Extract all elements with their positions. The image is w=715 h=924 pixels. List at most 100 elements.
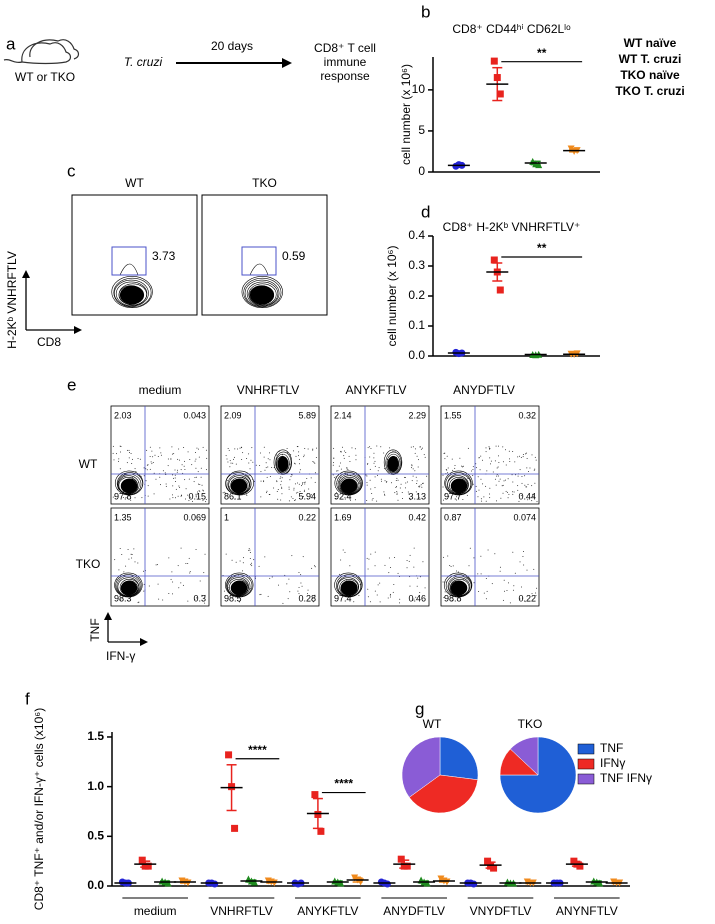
event-dot xyxy=(366,557,368,559)
event-dot xyxy=(175,480,177,482)
event-dot xyxy=(250,459,252,461)
event-dot xyxy=(404,487,406,489)
plot-frame xyxy=(201,194,328,316)
event-dot xyxy=(420,448,422,450)
event-dot xyxy=(304,481,306,483)
event-dot xyxy=(253,559,255,561)
event-dot xyxy=(524,475,526,477)
event-dot xyxy=(120,451,122,453)
event-dot xyxy=(295,455,297,457)
event-dot xyxy=(369,446,371,448)
event-dot xyxy=(485,485,487,487)
contour xyxy=(119,263,139,276)
event-dot xyxy=(197,448,199,450)
event-dot xyxy=(276,480,278,482)
event-dot xyxy=(177,565,179,567)
contour xyxy=(445,574,472,597)
event-dot xyxy=(298,587,300,589)
quadrant-value: 98.5 xyxy=(224,593,242,603)
event-dot xyxy=(349,565,351,567)
event-dot xyxy=(390,593,392,595)
event-dot xyxy=(344,496,346,498)
quadrant-value: 2.03 xyxy=(114,410,132,420)
event-dot xyxy=(411,464,413,466)
event-dot xyxy=(143,467,145,469)
event-dot xyxy=(143,583,145,585)
event-dot xyxy=(519,598,521,600)
event-dot xyxy=(249,551,251,553)
event-dot xyxy=(229,466,231,468)
contour xyxy=(230,476,250,494)
event-dot xyxy=(312,449,314,451)
event-dot xyxy=(290,454,292,456)
event-dot xyxy=(338,481,340,483)
contour xyxy=(340,478,358,494)
y-tick-label: 0 xyxy=(418,164,425,178)
event-dot xyxy=(475,467,477,469)
event-dot xyxy=(204,594,206,596)
event-dot xyxy=(526,457,528,459)
event-dot xyxy=(240,446,242,448)
event-dot xyxy=(522,456,524,458)
event-dot xyxy=(419,576,421,578)
event-dot xyxy=(198,490,200,492)
event-dot xyxy=(172,581,174,583)
event-dot xyxy=(415,476,417,478)
event-dot xyxy=(263,456,265,458)
contour-core xyxy=(450,580,468,596)
quadrant-value: 1 xyxy=(224,512,229,522)
event-dot xyxy=(358,594,360,596)
event-dot xyxy=(507,582,509,584)
event-dot xyxy=(265,462,267,464)
point xyxy=(403,862,411,870)
event-dot xyxy=(517,485,519,487)
event-dot xyxy=(367,588,369,590)
event-dot xyxy=(141,497,143,499)
infection-label: T. cruzi xyxy=(124,55,163,69)
event-dot xyxy=(377,470,379,472)
event-dot xyxy=(281,477,283,479)
event-dot xyxy=(153,493,155,495)
event-dot xyxy=(312,448,314,450)
event-dot xyxy=(314,462,316,464)
contour xyxy=(225,472,252,495)
event-dot xyxy=(517,475,519,477)
contour-core xyxy=(277,456,289,472)
event-dot xyxy=(406,567,408,569)
y-axis-label: CD8⁺ TNF⁺ and/or IFN-γ⁺ cells (x10⁶) xyxy=(32,708,46,910)
chart-title: CD8⁺ H-2Kᵇ VNHRFTLV⁺ xyxy=(443,220,581,234)
panel-label: g xyxy=(415,699,424,718)
event-dot xyxy=(391,482,393,484)
event-dot xyxy=(513,491,515,493)
event-dot xyxy=(187,494,189,496)
y-axis-label: cell number (x 10⁶) xyxy=(399,64,413,165)
event-dot xyxy=(522,454,524,456)
event-dot xyxy=(298,458,300,460)
event-dot xyxy=(126,497,128,499)
event-dot xyxy=(412,599,414,601)
event-dot xyxy=(499,566,501,568)
event-dot xyxy=(158,598,160,600)
legend-entry: TNF IFNγ xyxy=(600,771,652,785)
event-dot xyxy=(380,480,382,482)
event-dot xyxy=(286,448,288,450)
event-dot xyxy=(225,492,227,494)
event-dot xyxy=(271,466,273,468)
event-dot xyxy=(206,457,208,459)
event-dot xyxy=(119,445,121,447)
event-dot xyxy=(392,591,394,593)
event-dot xyxy=(121,597,123,599)
event-dot xyxy=(514,572,516,574)
event-dot xyxy=(444,591,446,593)
event-dot xyxy=(205,449,207,451)
event-dot xyxy=(199,484,201,486)
event-dot xyxy=(376,445,378,447)
event-dot xyxy=(444,493,446,495)
event-dot xyxy=(384,480,386,482)
event-dot xyxy=(497,466,499,468)
event-dot xyxy=(131,557,133,559)
event-dot xyxy=(242,562,244,564)
event-dot xyxy=(502,461,504,463)
event-dot xyxy=(477,573,479,575)
event-dot xyxy=(500,497,502,499)
